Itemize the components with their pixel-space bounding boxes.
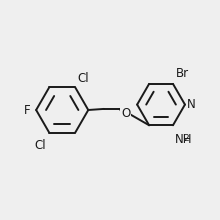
Text: N: N bbox=[187, 98, 196, 111]
Text: O: O bbox=[121, 107, 130, 120]
Text: NH: NH bbox=[175, 133, 192, 146]
Text: Br: Br bbox=[176, 67, 189, 80]
Text: F: F bbox=[24, 103, 30, 117]
Text: Cl: Cl bbox=[78, 72, 90, 85]
Text: 2: 2 bbox=[183, 134, 189, 143]
Text: Cl: Cl bbox=[34, 139, 46, 152]
